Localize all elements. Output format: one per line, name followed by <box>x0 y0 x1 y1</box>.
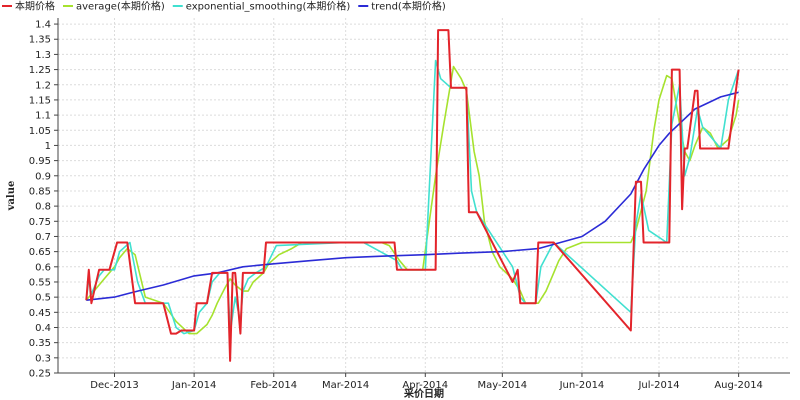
y-axis-title: value <box>6 181 17 212</box>
x-tick-label: Jul-2014 <box>637 380 679 391</box>
y-tick-label: 1.25 <box>29 65 51 76</box>
x-tick-label: Feb-2014 <box>250 380 297 391</box>
y-tick-label: 1.3 <box>35 50 51 61</box>
x-tick-label: Mar-2014 <box>322 380 369 391</box>
y-tick-label: 1.1 <box>35 111 51 122</box>
axes: 0.25 0.3 0.35 0.4 0.45 0.5 0.55 0.6 0.65 0.7 0.75 0… <box>29 18 790 391</box>
y-tick-label: 0.4 <box>35 323 51 334</box>
x-axis-title: 采价日期 <box>403 387 444 400</box>
y-tick-label: 1.2 <box>35 80 51 91</box>
series-line-0 <box>85 29 740 362</box>
y-tick-label: 1.15 <box>29 95 51 106</box>
y-tick-label: 0.5 <box>35 293 51 304</box>
y-tick-label: 0.9 <box>35 171 51 182</box>
y-tick-label: 0.55 <box>29 277 51 288</box>
legend-label: exponential_smoothing(本期价格) <box>186 0 351 13</box>
series-line-2 <box>85 59 740 335</box>
y-tick-label: 1.4 <box>35 20 51 31</box>
y-tick-label: 1.05 <box>29 126 51 137</box>
x-tick-label: Jan-2014 <box>171 380 216 391</box>
y-tick-label: 0.95 <box>29 156 51 167</box>
y-tick-label: 0.6 <box>35 262 51 273</box>
series-lines <box>85 29 740 362</box>
y-tick-label: 0.45 <box>29 308 51 319</box>
y-tick-label: 1 <box>45 141 51 152</box>
y-tick-label: 1.35 <box>29 35 51 46</box>
legend: 本期价格 average(本期价格) exponential_smoothing(本… <box>2 0 446 13</box>
y-tick-label: 0.7 <box>35 232 51 243</box>
x-tick-label: Jun-2014 <box>559 380 605 391</box>
y-tick-label: 0.3 <box>35 353 51 364</box>
y-tick-label: 0.75 <box>29 217 51 228</box>
y-tick-label: 0.35 <box>29 338 51 349</box>
legend-label: 本期价格 <box>15 0 55 13</box>
y-tick-label: 0.85 <box>29 186 51 197</box>
x-tick-label: Aug-2014 <box>714 380 763 391</box>
series-line-1 <box>85 65 740 335</box>
y-tick-label: 0.65 <box>29 247 51 258</box>
legend-label: average(本期价格) <box>76 0 165 13</box>
x-tick-label: May-2014 <box>478 380 528 391</box>
x-tick-label: Apr-2014 <box>402 380 448 391</box>
x-tick-label: Dec-2013 <box>90 380 138 391</box>
y-tick-label: 0.8 <box>35 202 51 213</box>
legend-label: trend(本期价格) <box>371 0 446 13</box>
y-tick-label: 0.25 <box>29 369 51 380</box>
grid <box>58 18 790 374</box>
